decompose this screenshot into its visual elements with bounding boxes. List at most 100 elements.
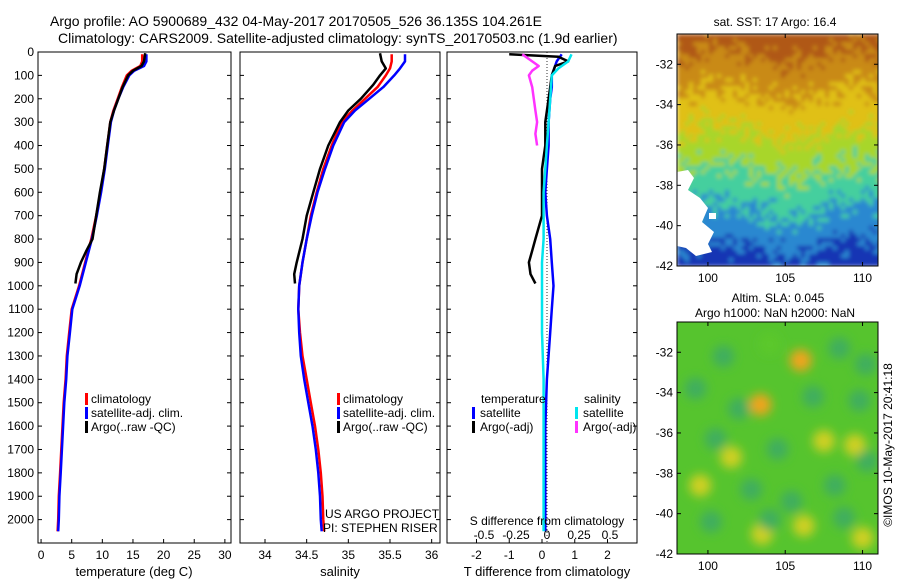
sst-cell [685,86,690,91]
sst-cell [705,158,710,163]
sst-cell [785,66,790,71]
sst-cell [829,62,834,67]
sst-cell [781,182,786,187]
sst-cell [785,250,790,255]
sst-cell [765,118,770,123]
sst-cell [749,34,754,39]
sst-cell [817,162,822,167]
sst-cell [713,178,718,183]
sst-cell [837,198,842,203]
sst-cell [705,186,710,191]
sst-cell [737,234,742,239]
sst-cell [729,50,734,55]
sst-cell [813,202,818,207]
sst-cell [793,34,798,39]
sst-cell [865,178,870,183]
sst-cell [773,82,778,87]
sst-cell [769,198,774,203]
sst-cell [733,134,738,139]
sst-cell [785,210,790,215]
sst-cell [717,114,722,119]
sst-cell [853,254,858,259]
sst-cell [829,174,834,179]
sst-cell [821,70,826,75]
sst-cell [697,182,702,187]
sst-cell [733,198,738,203]
sst-cell [825,66,830,71]
sst-cell [873,262,878,266]
sst-cell [709,126,714,131]
sst-cell [677,78,682,83]
sst-cell [833,230,838,235]
sst-cell [801,214,806,219]
sst-cell [789,218,794,223]
sst-cell [853,118,858,123]
sst-cell [857,74,862,79]
sst-cell [737,82,742,87]
sst-cell [757,210,762,215]
sst-cell [821,98,826,103]
sst-cell [845,242,850,247]
sst-cell [685,166,690,171]
depth-tick-label: 300 [14,115,34,129]
sst-cell [709,110,714,115]
sst-cell [869,114,874,119]
sst-cell [817,94,822,99]
sst-cell [833,50,838,55]
sst-cell [769,38,774,43]
sst-cell [717,50,722,55]
sst-cell [737,130,742,135]
sst-cell [721,206,726,211]
sst-cell [837,190,842,195]
sst-cell [825,238,830,243]
sst-cell [741,86,746,91]
sst-cell [697,106,702,111]
sst-cell [757,142,762,147]
sst-cell [785,86,790,91]
sst-cell [765,58,770,63]
sst-cell [785,214,790,219]
sst-cell [797,174,802,179]
sst-cell [725,146,730,151]
sst-cell [805,154,810,159]
sst-cell [689,74,694,79]
sst-cell [681,126,686,131]
sst-cell [805,122,810,127]
legend-label-argo: Argo(..raw -QC) [343,420,428,434]
sst-cell [873,146,878,151]
sst-cell [713,98,718,103]
sst-cell [697,42,702,47]
sst-cell [785,194,790,199]
sst-cell [713,106,718,111]
sst-cell [813,250,818,255]
sst-cell [817,90,822,95]
sst-cell [733,158,738,163]
sst-cell [833,166,838,171]
sst-cell [769,66,774,71]
sst-cell [765,42,770,47]
sst-cell [841,238,846,243]
sst-cell [793,262,798,266]
sst-cell [701,118,706,123]
sst-cell [833,162,838,167]
sst-cell [721,238,726,243]
sst-cell [713,182,718,187]
sst-cell [845,226,850,231]
sst-cell [841,246,846,251]
sst-cell [789,62,794,67]
sst-cell [845,218,850,223]
sst-cell [753,170,758,175]
sst-cell [749,50,754,55]
sst-cell [837,102,842,107]
sst-cell [725,134,730,139]
sst-cell [825,142,830,147]
sst-cell [865,70,870,75]
sst-cell [677,50,682,55]
sst-cell [681,42,686,47]
sst-cell [801,194,806,199]
sst-cell [849,102,854,107]
x-tick-label: -1 [504,548,515,562]
sst-cell [857,138,862,143]
sst-cell [729,138,734,143]
